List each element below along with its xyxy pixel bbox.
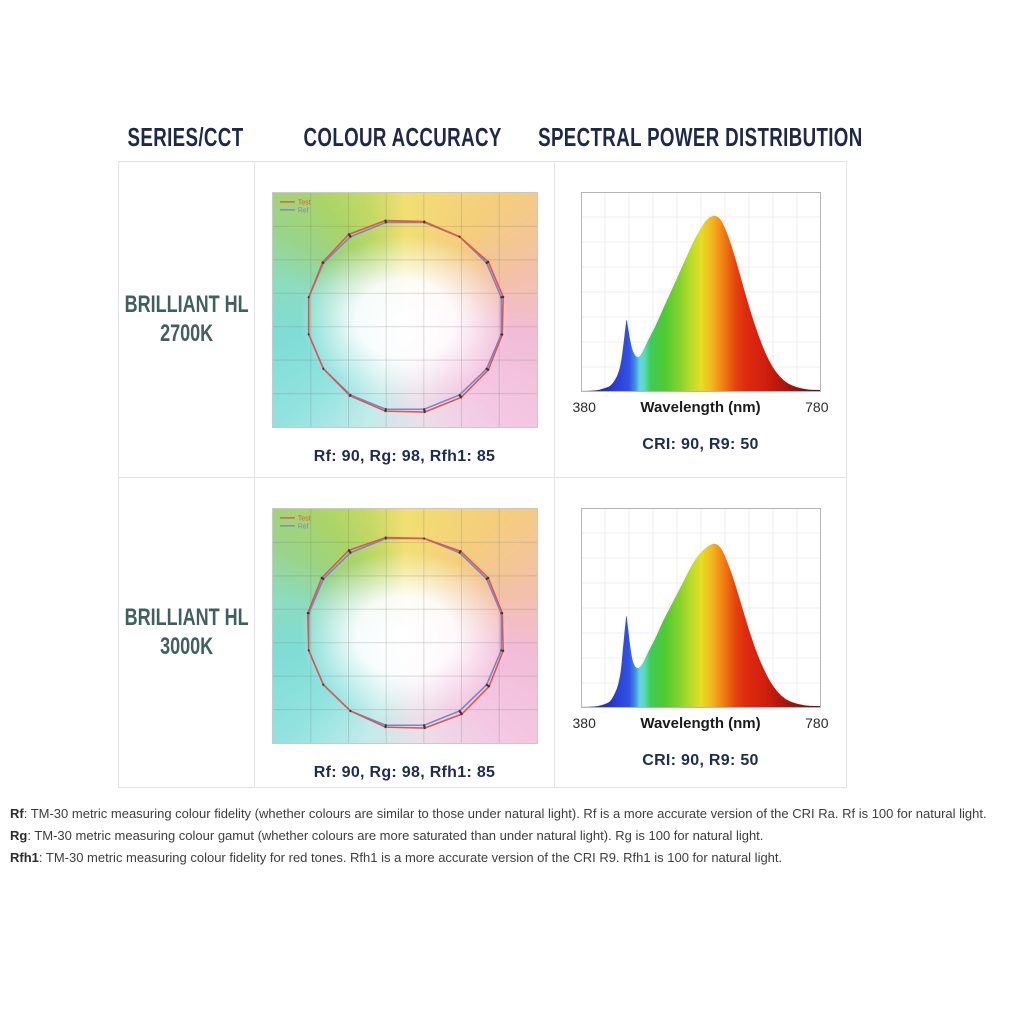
axis-max-label: 780 bbox=[805, 715, 829, 731]
footnote-rfh1: Rfh1: TM-30 metric measuring colour fide… bbox=[10, 847, 1020, 869]
tm30-metrics-caption: Rf: 90, Rg: 98, Rfh1: 85 bbox=[313, 448, 496, 465]
series-label: BRILLIANT HL 3000K bbox=[124, 604, 249, 660]
axis-title: Wavelength (nm) bbox=[640, 399, 761, 416]
svg-text:Test: Test bbox=[297, 515, 310, 522]
axis-min-label: 380 bbox=[572, 399, 596, 415]
svg-text:Ref: Ref bbox=[297, 523, 308, 530]
colour-accuracy-cell-3000k: Test Ref Rf: 90, Rg: 98, Rfh1: 85 bbox=[254, 477, 554, 787]
tm30-colour-vector-graphic: Test Ref bbox=[271, 508, 538, 744]
axis-min-label: 380 bbox=[572, 715, 596, 731]
footnote-rg: Rg: TM-30 metric measuring colour gamut … bbox=[10, 825, 1020, 847]
spec-table: BRILLIANT HL 2700K Test Ref Rf: 90, Rg: 9… bbox=[118, 161, 847, 788]
spd-chart bbox=[580, 192, 821, 392]
spd-cell-2700k: 380 Wavelength (nm) 780 CRI: 90, R9: 50 bbox=[554, 162, 846, 477]
footnote-rf: Rf: TM-30 metric measuring colour fideli… bbox=[10, 803, 1020, 825]
svg-text:Ref: Ref bbox=[297, 207, 308, 214]
series-cell-3000k: BRILLIANT HL 3000K bbox=[119, 477, 254, 787]
footnote-term: Rfh1 bbox=[10, 850, 39, 865]
axis-title: Wavelength (nm) bbox=[640, 715, 761, 732]
svg-text:Test: Test bbox=[297, 199, 310, 206]
series-cell-2700k: BRILLIANT HL 2700K bbox=[119, 162, 254, 477]
footnote-text: : TM-30 metric measuring colour fidelity… bbox=[23, 806, 987, 821]
cri-metrics-caption: CRI: 90, R9: 50 bbox=[642, 436, 759, 453]
column-header-series-cct: SERIES/CCT bbox=[127, 121, 244, 152]
series-label: BRILLIANT HL 2700K bbox=[124, 291, 249, 347]
spd-chart bbox=[580, 508, 821, 708]
footnotes: Rf: TM-30 metric measuring colour fideli… bbox=[10, 803, 1020, 869]
spd-x-axis: 380 Wavelength (nm) 780 bbox=[573, 399, 829, 416]
tm30-metrics-caption: Rf: 90, Rg: 98, Rfh1: 85 bbox=[313, 764, 496, 781]
column-header-spectral-power-distribution: SPECTRAL POWER DISTRIBUTION bbox=[537, 121, 863, 152]
colour-accuracy-cell-2700k: Test Ref Rf: 90, Rg: 98, Rfh1: 85 bbox=[254, 162, 554, 477]
spd-x-axis: 380 Wavelength (nm) 780 bbox=[573, 715, 829, 732]
footnote-text: : TM-30 metric measuring colour gamut (w… bbox=[27, 828, 764, 843]
axis-max-label: 780 bbox=[805, 399, 829, 415]
footnote-term: Rf bbox=[10, 806, 24, 821]
spd-cell-3000k: 380 Wavelength (nm) 780 CRI: 90, R9: 50 bbox=[554, 477, 846, 787]
footnote-term: Rg bbox=[10, 828, 28, 843]
tm30-colour-vector-graphic: Test Ref bbox=[271, 192, 538, 428]
column-header-colour-accuracy: COLOUR ACCURACY bbox=[303, 121, 503, 152]
cri-metrics-caption: CRI: 90, R9: 50 bbox=[642, 752, 759, 769]
footnote-text: : TM-30 metric measuring colour fidelity… bbox=[38, 850, 783, 865]
